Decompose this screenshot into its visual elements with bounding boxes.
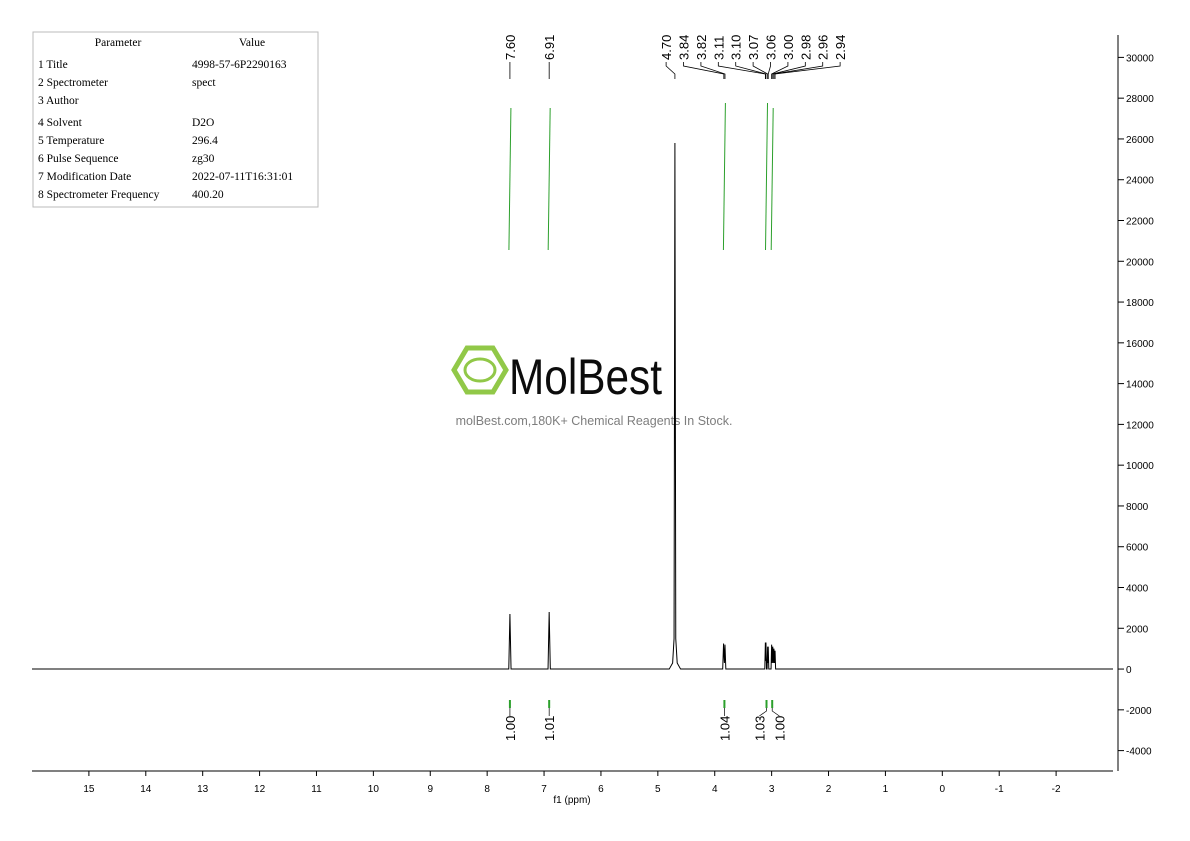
integral-label: 1.00 bbox=[772, 716, 787, 741]
peak-label: 2.98 bbox=[798, 35, 813, 60]
peak-label: 4.70 bbox=[659, 35, 674, 60]
peak-label: 3.00 bbox=[781, 35, 796, 60]
logo-hexagon bbox=[451, 345, 509, 395]
table-cell: 400.20 bbox=[192, 189, 224, 201]
y-tick-label: 14000 bbox=[1126, 380, 1154, 391]
table-cell: 3 Author bbox=[38, 95, 79, 107]
integral-label: 1.01 bbox=[542, 716, 557, 741]
y-tick-label: 8000 bbox=[1126, 502, 1149, 513]
peak-label: 3.82 bbox=[694, 35, 709, 60]
x-tick-label: 12 bbox=[254, 784, 266, 795]
peak-pointer bbox=[752, 62, 769, 79]
integral-pointer bbox=[771, 708, 780, 717]
table-cell: 1 Title bbox=[38, 59, 68, 71]
table-cell: 7 Modification Date bbox=[38, 171, 131, 183]
logo-ring bbox=[463, 357, 497, 383]
brand: MolBest bbox=[509, 349, 662, 405]
peak-pointer bbox=[665, 62, 676, 79]
y-tick-label: 26000 bbox=[1126, 135, 1154, 146]
x-tick-label: -1 bbox=[995, 784, 1004, 795]
peak-label: 2.94 bbox=[833, 35, 848, 60]
y-tick-label: 2000 bbox=[1126, 624, 1149, 635]
table-cell: 5 Temperature bbox=[38, 135, 104, 147]
table-header: Value bbox=[239, 37, 265, 49]
watermark: MolBest molBest.com,180K+ Chemical Reage… bbox=[451, 345, 733, 428]
peak-pointer bbox=[774, 62, 841, 79]
table-cell: 296.4 bbox=[192, 135, 218, 147]
peak-label: 7.60 bbox=[503, 35, 518, 60]
peak-label: 3.11 bbox=[711, 36, 726, 60]
peak-pointer bbox=[700, 62, 726, 79]
peak-label: 3.06 bbox=[764, 35, 779, 60]
peak-pointer bbox=[767, 62, 771, 79]
integral-curve bbox=[765, 102, 769, 251]
x-tick-label: 11 bbox=[311, 784, 322, 795]
spectrum bbox=[32, 143, 1113, 670]
integral-curve bbox=[547, 107, 551, 251]
y-tick-label: 6000 bbox=[1126, 543, 1149, 554]
x-tick-label: 6 bbox=[598, 784, 604, 795]
integral-label: 1.00 bbox=[503, 716, 518, 741]
table-cell: 4998-57-6P2290163 bbox=[192, 59, 287, 71]
parameter-box bbox=[32, 31, 319, 208]
peak-pointer bbox=[772, 62, 806, 79]
x-tick-label: 5 bbox=[655, 784, 661, 795]
x-tick-label: 10 bbox=[368, 784, 380, 795]
peak-pointer bbox=[773, 62, 824, 79]
y-tick-label: -2000 bbox=[1126, 706, 1152, 717]
y-tick-label: 0 bbox=[1126, 665, 1132, 676]
y-tick-label: 24000 bbox=[1126, 176, 1154, 187]
x-tick-label: 14 bbox=[140, 784, 152, 795]
table-cell: spect bbox=[192, 77, 216, 89]
table-cell: zg30 bbox=[192, 153, 215, 165]
table-cell: 8 Spectrometer Frequency bbox=[38, 189, 160, 201]
x-tick-label: 1 bbox=[883, 784, 889, 795]
y-tick-label: 28000 bbox=[1126, 94, 1154, 105]
table-cell: 4 Solvent bbox=[38, 117, 83, 129]
integral-curve bbox=[508, 107, 512, 251]
table-cell: 6 Pulse Sequence bbox=[38, 153, 118, 165]
table-cell: 2022-07-11T16:31:01 bbox=[192, 171, 293, 183]
peak-pointer bbox=[771, 62, 789, 79]
y-tick-label: 20000 bbox=[1126, 257, 1154, 268]
y-tick-label: 12000 bbox=[1126, 420, 1154, 431]
y-tick-label: 10000 bbox=[1126, 461, 1154, 472]
x-tick-label: 7 bbox=[541, 784, 547, 795]
integral-label: 1.03 bbox=[752, 716, 767, 741]
x-tick-label: 9 bbox=[427, 784, 433, 795]
integral-pointer bbox=[759, 708, 767, 717]
y-tick-label: 30000 bbox=[1126, 53, 1154, 64]
peak-label: 2.96 bbox=[816, 35, 831, 60]
peak-pointer bbox=[735, 62, 767, 79]
y-tick-label: 4000 bbox=[1126, 584, 1149, 595]
table-cell: D2O bbox=[192, 117, 214, 129]
table-cell: 2 Spectrometer bbox=[38, 77, 108, 89]
peak-pointer bbox=[717, 62, 766, 79]
x-tick-label: -2 bbox=[1052, 784, 1061, 795]
peak-label: 3.07 bbox=[746, 35, 761, 60]
peak-label: 3.84 bbox=[677, 35, 692, 60]
x-tick-label: 3 bbox=[769, 784, 775, 795]
y-tick-label: -4000 bbox=[1126, 747, 1152, 758]
integral-label: 1.04 bbox=[717, 716, 732, 741]
table-header: Parameter bbox=[95, 37, 142, 49]
integral-curve bbox=[722, 102, 726, 251]
y-tick-label: 18000 bbox=[1126, 298, 1154, 309]
x-axis-label: f1 (ppm) bbox=[553, 795, 590, 806]
x-tick-label: 0 bbox=[940, 784, 946, 795]
y-tick-label: 16000 bbox=[1126, 339, 1154, 350]
x-tick-label: 13 bbox=[197, 784, 209, 795]
x-tick-label: 15 bbox=[83, 784, 95, 795]
x-tick-label: 2 bbox=[826, 784, 832, 795]
peak-pointer bbox=[683, 62, 725, 79]
x-tick-label: 8 bbox=[484, 784, 490, 795]
x-tick-label: 4 bbox=[712, 784, 718, 795]
integral-curve bbox=[770, 107, 774, 251]
y-tick-label: 22000 bbox=[1126, 217, 1154, 228]
peak-label: 6.91 bbox=[542, 35, 557, 60]
tagline: molBest.com,180K+ Chemical Reagents In S… bbox=[456, 414, 733, 428]
peak-label: 3.10 bbox=[729, 35, 744, 60]
